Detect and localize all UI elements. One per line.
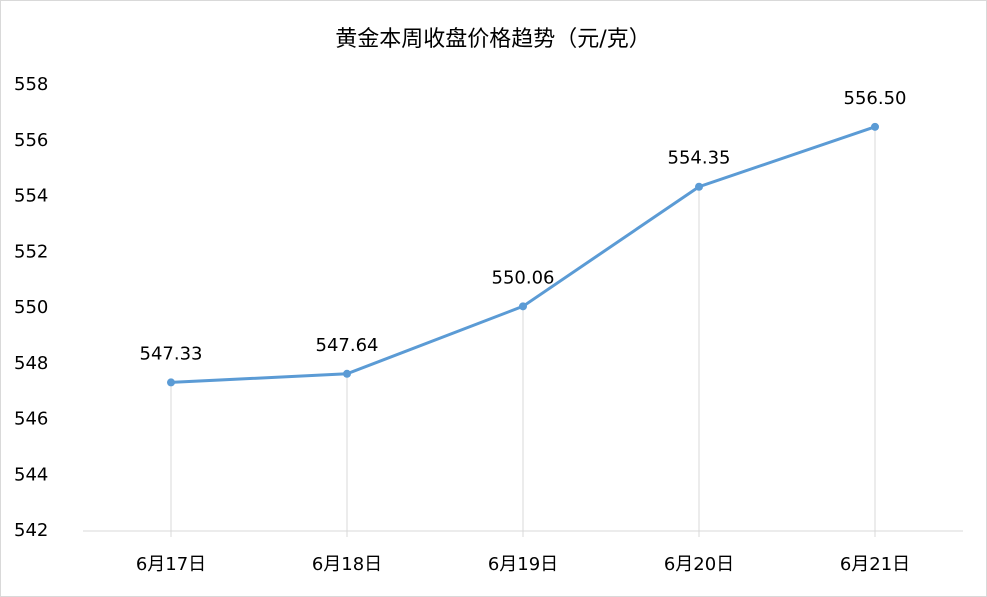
y-tick-label: 542: [14, 520, 48, 541]
point: [343, 369, 351, 378]
point: [871, 122, 879, 131]
data-label: 547.64: [316, 335, 379, 356]
y-tick-label: 546: [14, 409, 48, 430]
point: [167, 378, 175, 387]
y-tick-label: 554: [14, 186, 48, 207]
y-tick-label: 550: [14, 297, 48, 318]
y-tick-label: 556: [14, 130, 48, 151]
x-tick-label: 6月18日: [312, 554, 382, 575]
y-tick-label: 552: [14, 241, 48, 262]
x-tick-label: 6月19日: [488, 554, 558, 575]
data-label: 547.33: [140, 343, 203, 364]
chart-title: 黄金本周收盘价格趋势（元/克）: [335, 27, 650, 52]
x-tick-label: 6月20日: [664, 554, 734, 575]
y-tick-label: 548: [14, 353, 48, 374]
y-tick-label: 558: [14, 74, 48, 95]
data-label: 556.50: [844, 88, 907, 109]
x-tick-label: 6月17日: [136, 554, 206, 575]
data-label: 554.35: [668, 148, 731, 169]
y-tick-label: 544: [14, 464, 48, 485]
point: [519, 302, 527, 311]
point: [695, 182, 703, 191]
x-tick-label: 6月21日: [840, 554, 910, 575]
data-label: 550.06: [492, 267, 555, 288]
